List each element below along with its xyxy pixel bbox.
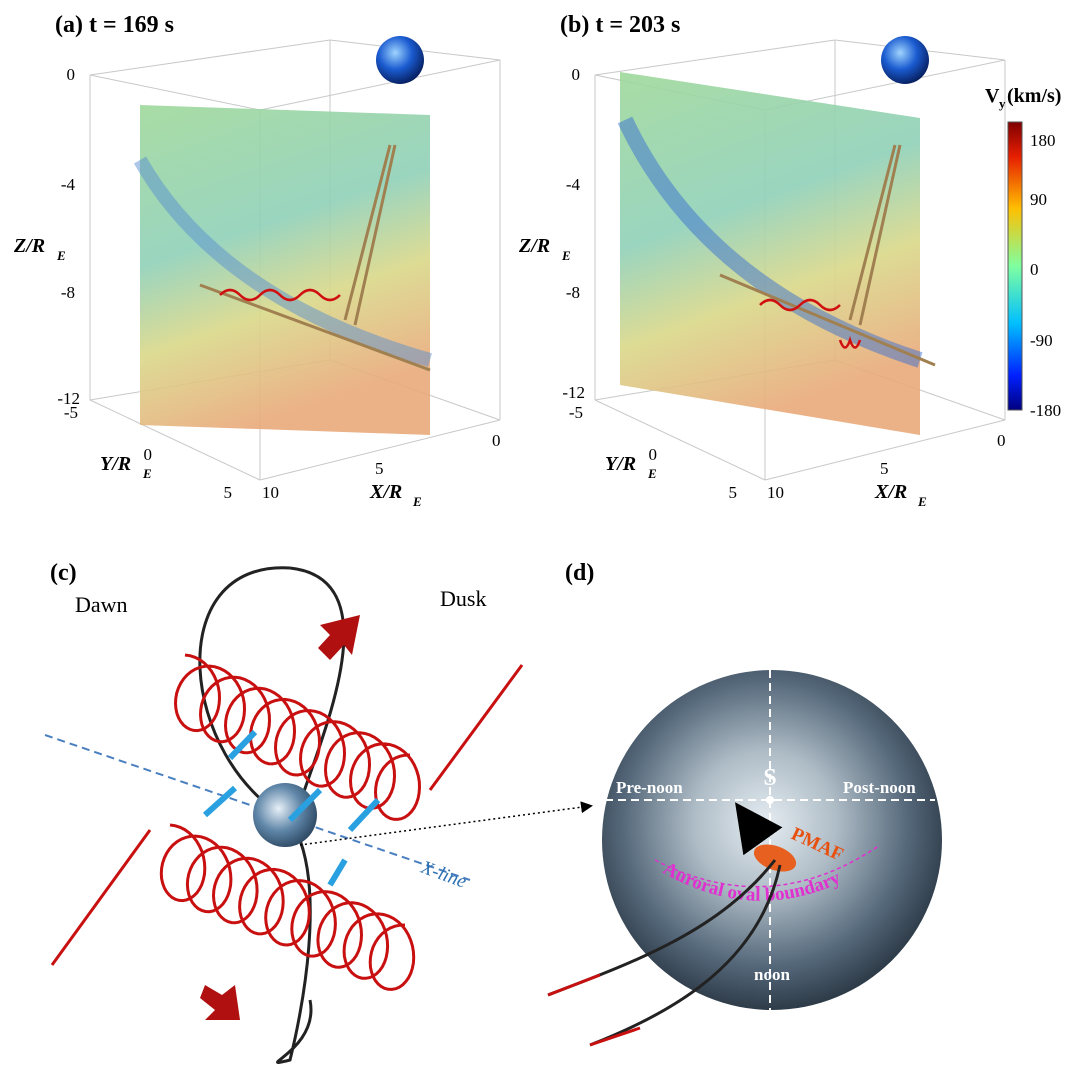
y-tick-label: -5	[569, 403, 583, 422]
z-axis-sub: E	[561, 248, 571, 263]
x-axis-label: X/R	[874, 481, 907, 503]
colorbar-tick: 180	[1030, 131, 1056, 150]
colorbar-gradient	[1008, 122, 1022, 410]
y-tick-label: 5	[224, 483, 233, 502]
pre-noon-label: Pre-noon	[616, 778, 683, 797]
z-axis-sub: E	[56, 248, 66, 263]
z-tick-label: 0	[572, 65, 581, 84]
y-tick-label: 0	[649, 445, 658, 464]
z-axis-label: Z/R	[13, 235, 45, 257]
panel-label: (b) t = 203 s	[560, 12, 680, 38]
y-tick-label: 0	[144, 445, 153, 464]
z-tick-label: -8	[61, 283, 75, 302]
x-axis-sub: E	[412, 494, 422, 509]
x-axis-label: X/R	[369, 481, 402, 503]
x-tick-label: 5	[880, 459, 889, 478]
earth-globe	[602, 670, 942, 1010]
field-line-ends	[548, 975, 640, 1045]
panel-b: (b) t = 203 s 0 -4 -8 -12 -5 0 5 10 5 0 …	[518, 12, 1006, 509]
y-axis-sub: E	[142, 466, 152, 481]
zoom-arrow	[300, 806, 590, 845]
pole	[766, 796, 774, 804]
y-tick-label: 5	[729, 483, 738, 502]
panel-d: (d) Auroral oval boundary PMAF S Pre-noo…	[548, 560, 942, 1045]
panel-label: (a) t = 169 s	[55, 12, 174, 38]
colorbar-unit: (km/s)	[1007, 85, 1061, 107]
dawn-label: Dawn	[75, 592, 128, 617]
x-axis-sub: E	[917, 494, 927, 509]
coil	[161, 825, 413, 989]
outflow-arrow	[200, 985, 240, 1020]
panel-c: (c) Dawn Dusk X-line	[45, 560, 590, 1063]
pole-label: S	[763, 765, 776, 791]
panel-label: (c)	[50, 560, 77, 586]
z-tick-label: -12	[562, 383, 585, 402]
colorbar-tick: -180	[1030, 401, 1061, 420]
colorbar-title: V	[985, 85, 1000, 107]
x-line-label: X-line	[417, 857, 469, 893]
panel-a: (a) t = 169 s 0 -4 -8 -12 -5 0 5 10 5 0 …	[13, 12, 501, 509]
z-axis-label: Z/R	[518, 235, 550, 257]
colorbar: V y (km/s) 180 90 0 -90 -180	[985, 85, 1061, 420]
panel-label: (d)	[565, 560, 594, 586]
z-tick-label: -4	[61, 175, 76, 194]
x-tick-label: 10	[262, 483, 279, 502]
z-tick-label: 0	[67, 65, 76, 84]
dusk-label: Dusk	[440, 586, 486, 611]
colorbar-title-sub: y	[999, 96, 1006, 111]
globe-icon	[376, 36, 424, 84]
x-tick-label: 10	[767, 483, 784, 502]
outflow-arrow	[318, 615, 360, 660]
x-tick-label: 0	[997, 431, 1006, 450]
globe-icon	[881, 36, 929, 84]
earth	[253, 783, 317, 847]
y-tick-label: -5	[64, 403, 78, 422]
post-noon-label: Post-noon	[843, 778, 916, 797]
figure: (a) t = 169 s 0 -4 -8 -12 -5 0 5 10 5 0 …	[0, 0, 1090, 1071]
field-line	[290, 568, 344, 820]
y-axis-label: Y/R	[100, 453, 131, 475]
y-axis-label: Y/R	[605, 453, 636, 475]
colorbar-tick: 0	[1030, 260, 1039, 279]
colorbar-tick: -90	[1030, 331, 1053, 350]
x-tick-label: 5	[375, 459, 384, 478]
noon-label: noon	[754, 965, 790, 984]
colorbar-tick: 90	[1030, 190, 1047, 209]
y-axis-sub: E	[647, 466, 657, 481]
x-tick-label: 0	[492, 431, 501, 450]
z-tick-label: -8	[566, 283, 580, 302]
z-tick-label: -4	[566, 175, 581, 194]
